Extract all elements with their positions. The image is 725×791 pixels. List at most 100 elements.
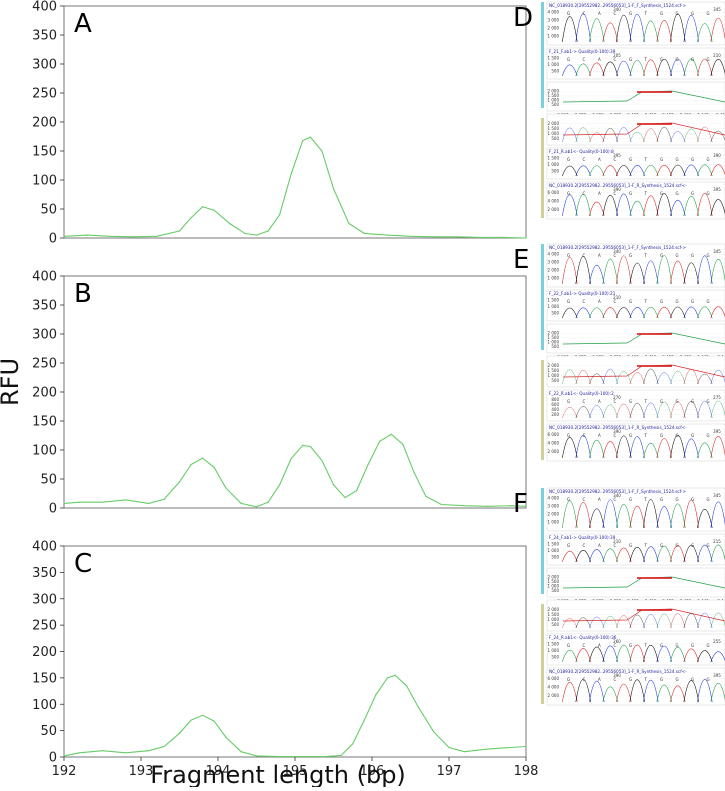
- trace-row: NC_018930.2[29552982..29556053]_1-F_R_Sy…: [546, 181, 725, 220]
- base-call: G: [691, 253, 694, 258]
- base-call: G: [691, 57, 694, 62]
- trace-peak: [643, 546, 659, 563]
- base-call: T: [644, 543, 648, 548]
- data-point: [225, 487, 227, 489]
- trace-frame: [546, 81, 725, 112]
- base-call: G: [567, 433, 570, 438]
- trace-header: NC_018930.2[29552982..29556053]_1-F_F_Sy…: [549, 245, 686, 250]
- base-call: G: [707, 299, 710, 304]
- data-point: [267, 230, 269, 232]
- trace-y-tick: 1 500: [548, 297, 560, 302]
- trace-y-tick: 500: [551, 555, 559, 560]
- trace-peak: [602, 686, 618, 703]
- trace-peak: [589, 62, 605, 77]
- base-call: A: [598, 299, 601, 304]
- data-point: [86, 234, 88, 236]
- trace-peak: [629, 262, 645, 285]
- data-point: [486, 748, 489, 750]
- trace-y-tick: 1 000: [548, 98, 560, 103]
- trace-peak: [710, 17, 725, 43]
- base-call: G: [707, 543, 710, 548]
- trace-y-tick: 1 000: [548, 304, 560, 309]
- trace-row: F_21_F.ab1-> Quality(0-100):391 500 1 000…: [546, 47, 725, 80]
- base-call: G: [676, 299, 679, 304]
- trace-peak: [575, 406, 591, 419]
- data-point: [213, 466, 215, 468]
- base-call: G: [567, 543, 570, 548]
- trace-peak: [602, 548, 618, 563]
- trace-peak: [575, 13, 591, 43]
- base-position: 390: [613, 673, 621, 678]
- trace-y-tick: 2 000: [548, 363, 560, 368]
- trace-peak: [562, 165, 578, 177]
- forward-bracket: [541, 488, 544, 594]
- y-axis-title: RFU: [0, 358, 24, 406]
- data-point: [190, 217, 192, 219]
- trace-y-tick: 4 000: [548, 685, 560, 690]
- panel-label-a: A: [74, 9, 92, 39]
- trace-peak: [562, 618, 578, 629]
- trace-peak: [562, 307, 578, 319]
- base-call: G: [676, 11, 679, 16]
- trace-peak: [697, 612, 713, 629]
- data-point: [255, 234, 258, 236]
- data-point: [433, 731, 435, 733]
- trace-y-tick: 1 000: [548, 373, 560, 378]
- trace-peak: [710, 164, 725, 177]
- trace-peak: [643, 614, 659, 629]
- data-point: [267, 501, 269, 503]
- trace-peak: [656, 506, 672, 529]
- trace-peak: [656, 20, 672, 43]
- data-point: [302, 755, 304, 758]
- reverse-bracket: [541, 360, 544, 460]
- trace-peak: [616, 165, 632, 177]
- trace-peak: [616, 683, 632, 703]
- trace-peak: [683, 195, 699, 217]
- y-tick-label: 400: [32, 0, 57, 15]
- data-point: [78, 752, 80, 754]
- trace-peak: [683, 612, 699, 629]
- trace-peak: [670, 370, 686, 385]
- trace-peak: [697, 544, 713, 563]
- trace-y-tick: 2 000: [548, 89, 560, 94]
- base-position: 340: [613, 7, 621, 12]
- trace-peak: [602, 404, 618, 419]
- trace-peak: [710, 130, 725, 143]
- trace-peak: [616, 307, 632, 319]
- trace-header: F_22_F.ab1-> Quality(0-100):21: [549, 291, 616, 296]
- data-point: [479, 236, 481, 238]
- trace-peak: [602, 368, 618, 385]
- trace-peak: [629, 165, 645, 177]
- y-tick-label: 200: [32, 386, 57, 401]
- trace-y-tick: 1 000: [548, 520, 560, 525]
- trace-peak: [670, 646, 686, 663]
- trace-peak: [602, 645, 618, 663]
- y-tick-label: 350: [32, 566, 57, 581]
- trace-y-tick: 2 000: [548, 693, 560, 698]
- trace-peak: [656, 255, 672, 285]
- trace-peak: [656, 126, 672, 143]
- base-call: G: [676, 399, 679, 404]
- base-call: G: [691, 191, 694, 196]
- data-point: [379, 440, 381, 442]
- chromatogram-panel-e: NC_018930.2[29552982..29556053]_1-F_F_Sy…: [513, 243, 725, 462]
- chromatogram-panel-f: NC_018930.2[29552982..29556053]_1-F_F_Sy…: [513, 487, 725, 706]
- base-call: T: [644, 191, 648, 196]
- data-point: [132, 236, 134, 238]
- base-call: T: [644, 299, 648, 304]
- base-call: G: [567, 57, 570, 62]
- panel-label-f: F: [513, 489, 528, 519]
- trace-y-tick: 500: [551, 344, 559, 349]
- trace-y-tick: 1 000: [548, 34, 560, 39]
- trace-y-tick: 1 000: [548, 162, 560, 167]
- trace-y-tick: 4 000: [548, 10, 560, 15]
- base-call: G: [629, 643, 632, 648]
- trace-peak: [616, 615, 632, 629]
- trace-peak: [602, 441, 618, 459]
- trace-peak: [710, 199, 725, 217]
- trace-peak: [710, 651, 725, 663]
- data-point: [375, 694, 377, 696]
- data-point: [348, 222, 350, 225]
